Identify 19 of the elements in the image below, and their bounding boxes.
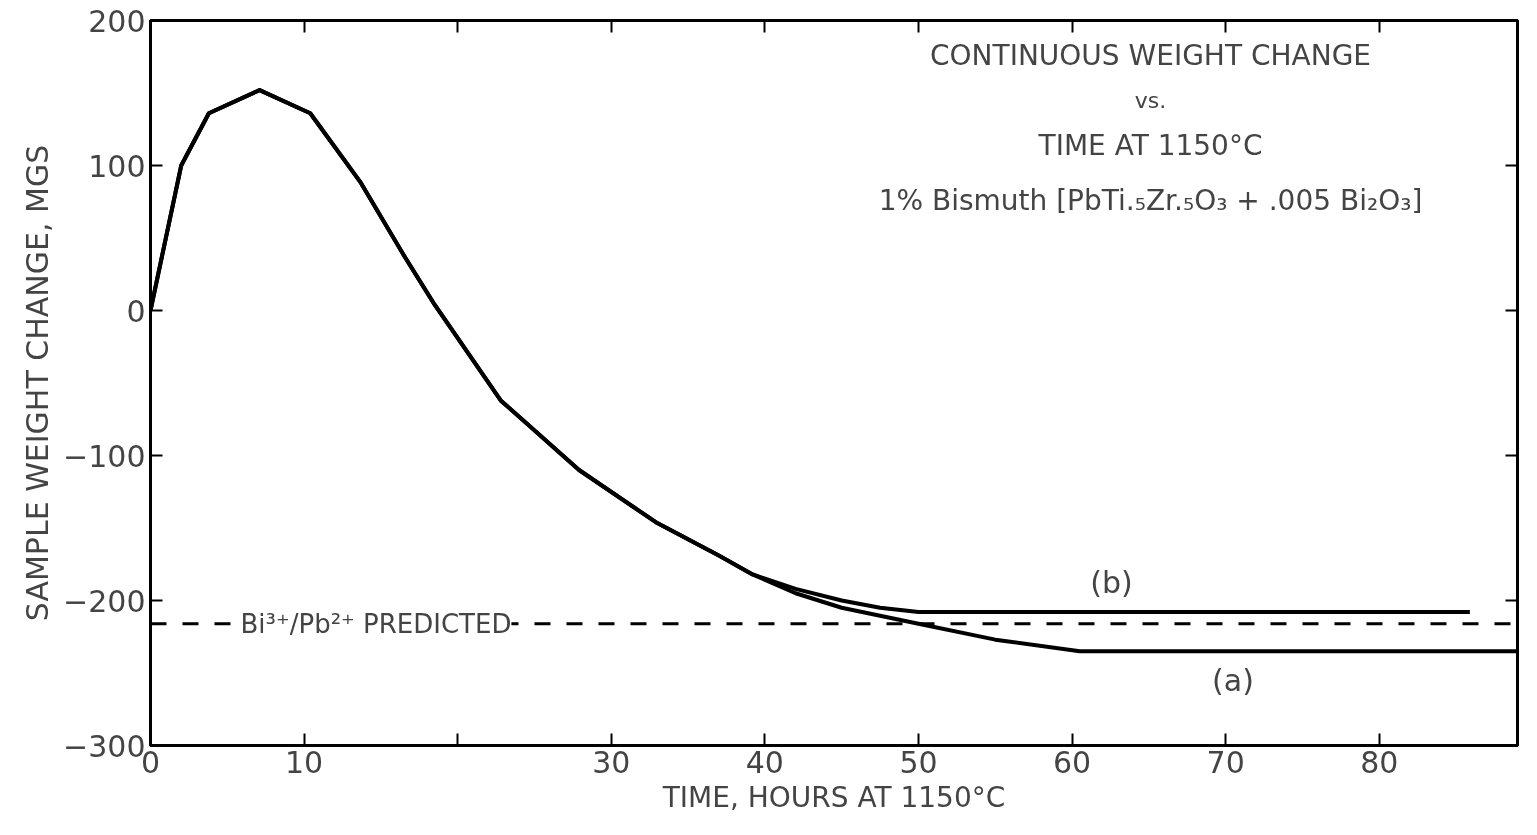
y-tick-label: −100 <box>63 438 146 474</box>
y-tick-label: 100 <box>88 148 146 184</box>
text: CONTINUOUS WEIGHT CHANGE vs. TIME AT 1150°C <box>929 39 1372 162</box>
x-tick-label: 80 <box>1360 744 1399 780</box>
ref-line-label: Bi³⁺/Pb²⁺ PREDICTED <box>240 608 512 639</box>
x-axis-title: TIME, HOURS AT 1150°C <box>661 780 1006 814</box>
y-axis-title: SAMPLE WEIGHT CHANGE, MGS <box>20 144 56 622</box>
x-tick-label: 60 <box>1052 744 1092 780</box>
y-tick-label: −200 <box>63 583 146 619</box>
text: 1% Bismuth [PbTi.₅Zr.₅O₃ + .005 Bi₂O₃] <box>878 184 1423 217</box>
x-tick-label: 10 <box>285 744 324 780</box>
series-label: (b) <box>1090 565 1133 601</box>
x-tick-label: 70 <box>1206 744 1245 780</box>
x-tick-label: 30 <box>592 744 631 780</box>
y-tick-label: 0 <box>126 293 146 329</box>
y-tick-label: 200 <box>88 3 146 39</box>
x-tick-label: 40 <box>745 744 784 780</box>
series-label: (a) <box>1212 663 1254 699</box>
x-tick-label: 50 <box>899 744 938 780</box>
